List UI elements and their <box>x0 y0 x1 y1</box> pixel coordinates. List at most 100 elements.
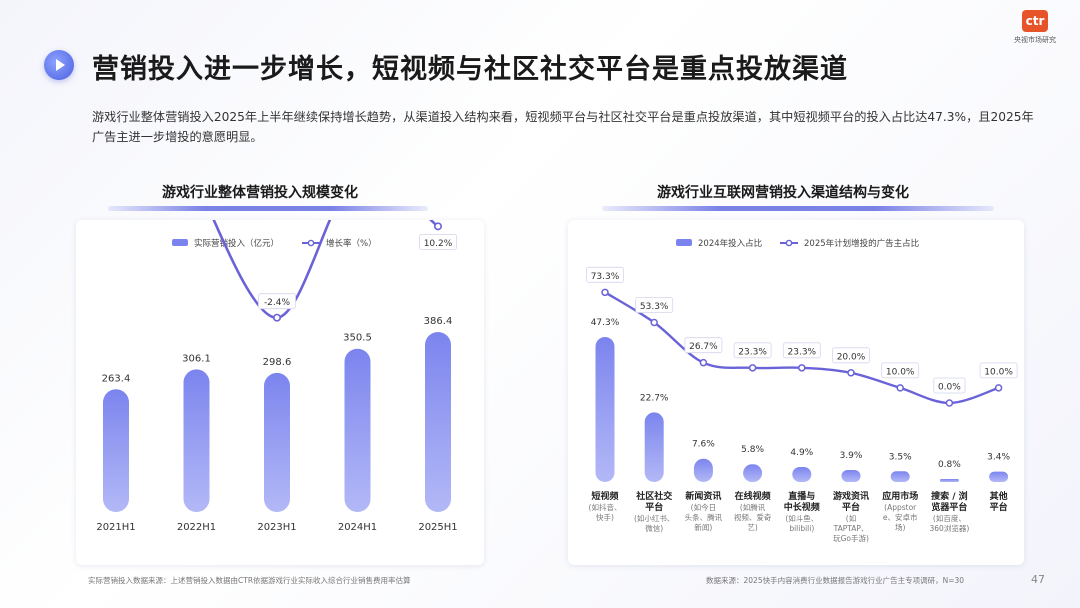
bar-value-label: 386.4 <box>424 316 453 327</box>
category-note: (如抖音、 <box>589 502 622 512</box>
channel-bar <box>693 458 713 482</box>
planned-label: 20.0% <box>837 352 866 362</box>
channel-bar <box>792 466 812 482</box>
marketing-spend-chart: 实际营销投入（亿元） 增长率（%） 263.4 2021H1 306.1 2022H1 29… <box>96 220 458 533</box>
bar-2022H1 <box>183 369 210 512</box>
category-note: bilibili) <box>789 524 814 533</box>
right-panel-underline <box>602 206 994 211</box>
bar-value-label: 298.6 <box>263 357 292 368</box>
category-note: 快手) <box>596 512 614 522</box>
right-panel-title: 游戏行业互联网营销投入渠道结构与变化 <box>657 185 909 201</box>
planned-label: 73.3% <box>591 272 620 282</box>
category-note: (如小红书、 <box>634 513 674 523</box>
ctr-logo-mark: ctr <box>1022 10 1048 32</box>
planned-point <box>798 364 806 372</box>
growth-label-box <box>258 293 296 310</box>
planned-label-box <box>733 342 772 359</box>
bar-value-label: 3.4% <box>987 453 1010 463</box>
planned-label: 23.3% <box>788 347 817 357</box>
category-label: 社区社交 <box>635 490 672 502</box>
growth-label-box <box>419 233 457 250</box>
legend-line-marker <box>307 239 315 247</box>
category-note: (如今日 <box>691 502 716 512</box>
ctr-logo: ctr 央视市场研究 <box>1004 10 1066 45</box>
planned-label: 53.3% <box>640 302 669 312</box>
bar-value-label: 4.9% <box>790 448 813 458</box>
category-label: 新闻资讯 <box>685 490 721 502</box>
bar-value-label: 3.5% <box>889 452 912 462</box>
bar-value-label: 306.1 <box>182 353 211 364</box>
category-note: e、安卓市 <box>883 512 918 522</box>
bar-2024H1 <box>344 348 371 512</box>
planned-label: 0.0% <box>938 383 961 393</box>
legend-line-marker <box>785 239 793 247</box>
channel-bar <box>890 471 910 482</box>
left-footnote: 实际营销投入数据来源：上述营销投入数据由CTR依据游戏行业实际收入综合行业销售费… <box>88 576 411 585</box>
bar-value-label: 5.8% <box>741 445 764 455</box>
planned-label-box <box>782 342 821 359</box>
legend-bar-swatch <box>172 239 188 246</box>
legend-line-label: 增长率（%） <box>326 238 377 249</box>
category-note: 360浏览器) <box>930 523 970 533</box>
channel-bar <box>644 412 664 482</box>
category-note: TAPTAP、 <box>833 524 869 533</box>
category-note: (如百度、 <box>933 513 966 523</box>
category-label: 平台 <box>990 501 1008 513</box>
planned-label-box <box>586 266 624 283</box>
category-label: 平台 <box>645 501 663 513</box>
planned-label-box <box>979 362 1018 379</box>
category-label: 搜索 / 浏 <box>931 490 968 502</box>
category-note: 艺) <box>747 523 758 532</box>
category-label: 短视频 <box>591 490 618 502</box>
category-note: 微信) <box>645 523 663 533</box>
bar-value-label: 350.5 <box>343 333 372 344</box>
left-panel-title: 游戏行业整体营销投入规模变化 <box>162 185 358 201</box>
planned-point <box>699 358 708 367</box>
page-number: 47 <box>1031 573 1045 586</box>
channel-bar <box>939 479 959 482</box>
ctr-logo-subtitle: 央视市场研究 <box>1014 36 1056 44</box>
category-label: 直播与 <box>788 490 815 502</box>
category-label: 平台 <box>842 501 860 513</box>
planned-label-box <box>684 337 723 354</box>
x-tick-label: 2022H1 <box>177 522 216 533</box>
planned-point <box>945 399 954 407</box>
planned-point <box>896 384 904 392</box>
bar-2025H1 <box>425 332 451 512</box>
page-title: 营销投入进一步增长，短视频与社区社交平台是重点投放渠道 <box>92 54 848 85</box>
channel-bar <box>743 464 763 482</box>
planned-label-box <box>881 362 920 379</box>
bar-value-label: 22.7% <box>640 393 669 403</box>
planned-point <box>748 364 757 372</box>
planned-label-box <box>933 377 966 394</box>
right-footnote: 数据来源：2025快手内容消费行业数据报告游戏行业广告主专项调研，N=30 <box>706 576 965 585</box>
category-label: 中长视频 <box>784 501 820 513</box>
x-tick-label: 2025H1 <box>418 522 457 533</box>
x-tick-label: 2021H1 <box>96 522 135 533</box>
category-note: 视频、爱奇 <box>734 512 772 522</box>
channel-bar <box>841 470 861 482</box>
play-icon <box>44 50 74 80</box>
growth-label: -2.4% <box>264 298 291 308</box>
bar-value-label: 0.8% <box>938 460 961 470</box>
bar-value-label: 263.4 <box>102 373 131 384</box>
channel-structure-chart: 2024年投入占比 2025年计划增投的广告主占比 47.3% 短视频(如抖音、快手)… <box>586 238 1018 543</box>
planned-point <box>847 369 855 377</box>
planned-point <box>650 318 658 327</box>
channel-bar <box>595 337 615 482</box>
planned-point <box>994 384 1003 392</box>
category-label: 览器平台 <box>931 501 967 513</box>
legend-line-label: 2025年计划增投的广告主占比 <box>804 238 919 249</box>
legend-bar-label: 实际营销投入（亿元） <box>194 238 279 249</box>
bar-value-label: 7.6% <box>692 440 715 450</box>
growth-rate-line <box>212 220 439 320</box>
page-description: 游戏行业整体营销投入2025年上半年继续保持增长趋势，从渠道投入结构来看，短视频… <box>92 110 1034 144</box>
legend-bar-swatch <box>676 239 692 246</box>
growth-point <box>273 313 282 322</box>
channel-bar <box>989 471 1009 482</box>
category-label: 在线视频 <box>735 490 771 502</box>
growth-label: 10.2% <box>424 239 453 249</box>
category-note: 场) <box>895 523 905 532</box>
right-chart-card: 2024年投入占比 2025年计划增投的广告主占比 47.3% 短视频 (如抖音、 快手)… <box>568 220 1024 565</box>
x-tick-label: 2023H1 <box>257 522 296 533</box>
